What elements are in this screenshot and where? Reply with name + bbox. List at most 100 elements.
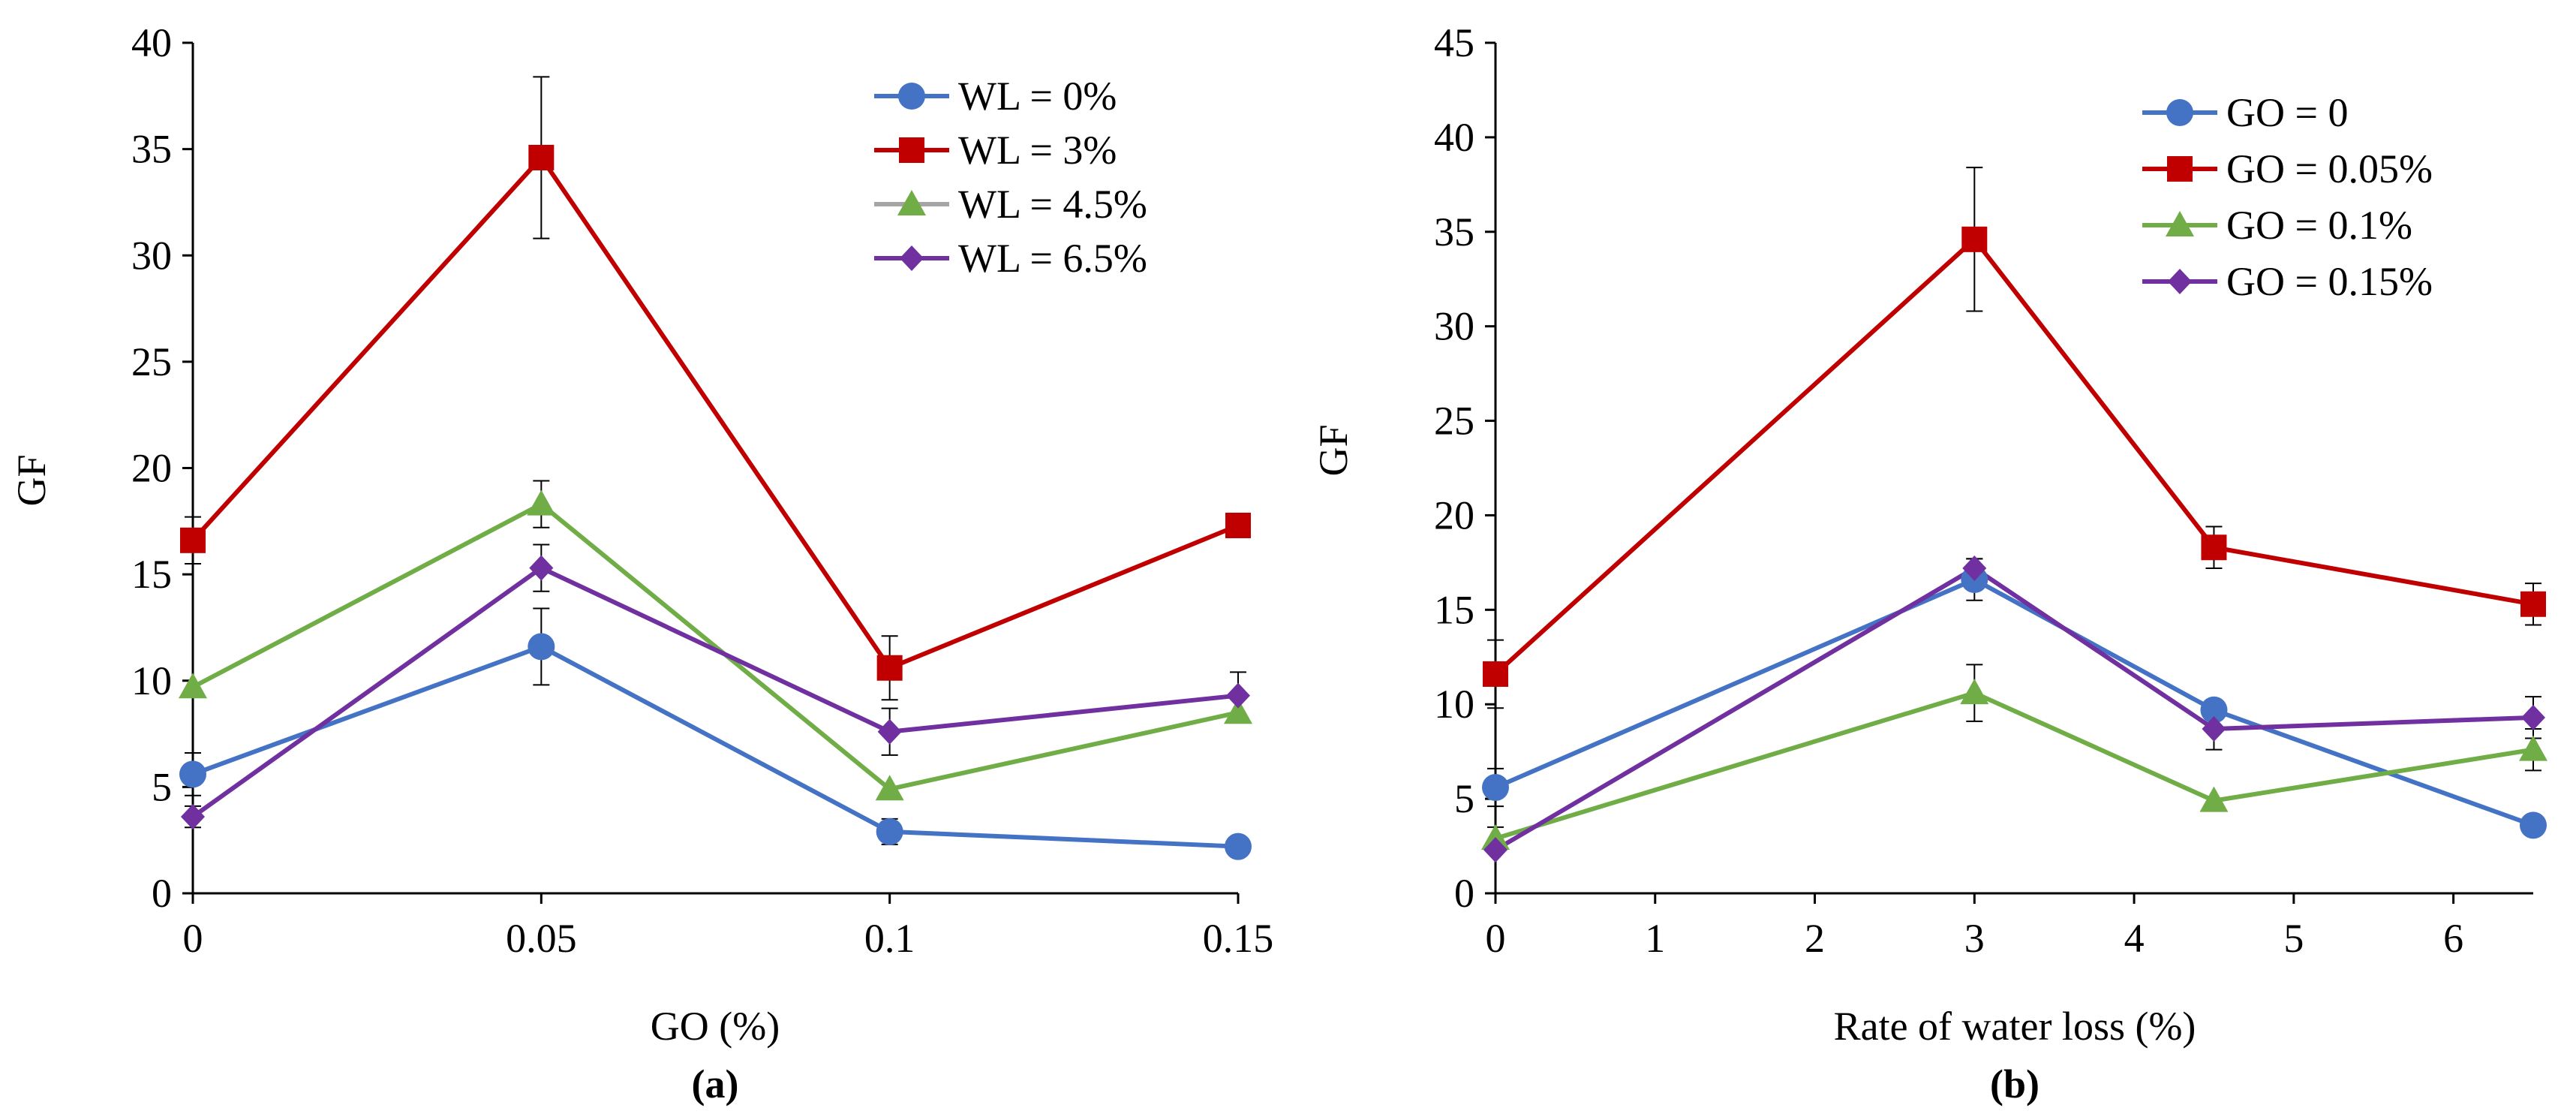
chart-b-x-tick-label: 2 <box>1805 916 1825 961</box>
chart-a-legend-marker <box>897 190 926 215</box>
chart-b-series-2-point <box>2520 591 2546 617</box>
chart-a-series-line-2 <box>191 155 1240 670</box>
chart-b-legend-label: GO = 0.1% <box>2226 203 2412 248</box>
chart-b-legend-label: GO = 0 <box>2226 90 2348 135</box>
chart-b-legend-label: GO = 0.05% <box>2226 146 2433 191</box>
chart-b-x-tick-label: 3 <box>1964 916 1985 961</box>
chart-b-y-tick-label: 30 <box>1434 304 1474 349</box>
chart-b-series-3-point <box>2199 786 2229 812</box>
chart-a-x-tick-label: 0 <box>183 916 203 961</box>
chart-a-series-3-point <box>1224 698 1252 724</box>
chart-a-series-2-point <box>876 655 903 681</box>
chart-b-x-tick-label: 1 <box>1645 916 1665 961</box>
chart-a-legend-marker <box>898 83 925 110</box>
chart-a-series-1-point <box>1225 832 1252 860</box>
chart-a-series-3-point <box>179 673 207 699</box>
chart-a-legend-marker <box>900 245 924 271</box>
chart-a-x-axis-label: GO (%) <box>651 1004 780 1049</box>
chart-b-series-4-point <box>1962 555 1987 581</box>
chart-a-series-2-point <box>528 144 555 170</box>
chart-a-x-tick-label: 0.15 <box>1203 916 1274 961</box>
chart-a-series-line-1 <box>191 644 1239 849</box>
chart-a-y-axis-label: GF <box>9 454 54 506</box>
chart-b-y-tick-label: 5 <box>1454 776 1474 821</box>
chart-a-legend-item: WL = 6.5% <box>874 236 1147 281</box>
chart-b-series-line-4 <box>1494 565 2534 852</box>
chart-a-series-1-point <box>179 760 206 788</box>
chart-b-legend-item: GO = 0.1% <box>2142 203 2412 248</box>
chart-a-legend-label: WL = 4.5% <box>958 182 1147 227</box>
chart-b-legend-item: GO = 0.05% <box>2142 146 2433 191</box>
chart-b-y-tick-label: 35 <box>1434 209 1474 254</box>
chart-a-x-tick-label: 0.1 <box>864 916 915 961</box>
chart-b-series-line-1 <box>1494 577 2535 828</box>
chart-a-series-4-point <box>181 804 205 830</box>
chart-a-legend-item: WL = 4.5% <box>874 182 1147 227</box>
chart-b-series-3-point <box>1960 679 1989 705</box>
chart-a-y-tick-label: 10 <box>131 658 172 703</box>
chart-b-series-4-point <box>1483 837 1507 863</box>
chart-b-x-tick-label: 0 <box>1486 916 1506 961</box>
chart-b-series-line-3 <box>1495 691 2534 841</box>
chart-a-y-tick-label: 30 <box>131 233 172 278</box>
chart-b-x-axis-label: Rate of water loss (%) <box>1834 1004 2196 1049</box>
chart-b-series-4-point <box>2202 715 2226 742</box>
chart-a-series-2-point <box>180 527 206 553</box>
chart-a-y-tick-label: 5 <box>152 764 172 809</box>
chart-a-series-line-4 <box>191 565 1239 819</box>
chart-a-y-tick-label: 0 <box>152 871 172 916</box>
chart-a-series-line-3 <box>191 501 1239 792</box>
chart-a-legend-label: WL = 3% <box>958 128 1117 173</box>
chart-b-series-4-point <box>2521 704 2545 730</box>
chart-b-legend-item: GO = 0.15% <box>2142 259 2433 304</box>
chart-b-legend-marker <box>2167 156 2193 182</box>
chart-a-y-tick-label: 15 <box>131 552 172 597</box>
chart-b-series-line-2 <box>1493 236 2534 676</box>
chart-b-y-tick-label: 25 <box>1434 399 1474 444</box>
chart-b-panel-label: (b) <box>1990 1061 2039 1106</box>
chart-b-series-1-point <box>1482 774 1509 802</box>
chart-b-series-2-point <box>1961 226 1988 252</box>
chart-a-series-1-point <box>528 633 555 661</box>
chart-a-y-tick-label: 35 <box>131 127 172 172</box>
chart-b-y-tick-label: 0 <box>1454 871 1474 916</box>
chart-a-legend-label: WL = 0% <box>958 74 1117 119</box>
chart-a-series-4-point <box>529 555 554 581</box>
chart-a-x-tick-label: 0.05 <box>506 916 577 961</box>
chart-a-legend-item: WL = 3% <box>874 128 1117 173</box>
chart-b-series-3-point <box>2519 735 2547 761</box>
chart-b-series-1-point <box>2200 696 2228 724</box>
chart-a-series-2-point <box>1225 512 1251 538</box>
chart-b-y-tick-label: 10 <box>1434 682 1474 727</box>
chart-b-legend: GO = 0 GO = 0.05% GO = 0.1% GO = 0.15% <box>2142 90 2433 304</box>
chart-b-y-tick-label: 20 <box>1434 492 1474 537</box>
chart-a-legend: WL = 0% WL = 3% WL = 4.5% WL = 6.5% <box>874 74 1147 281</box>
chart-a-legend-marker <box>899 137 924 163</box>
chart-a-series-1-point <box>876 817 903 845</box>
chart-b-x-tick-label: 6 <box>2443 916 2463 961</box>
chart-b-y-tick-label: 45 <box>1434 20 1474 65</box>
chart-a-y-tick-label: 20 <box>131 446 172 491</box>
chart-a-y-tick-label: 40 <box>131 20 172 65</box>
chart-b-series-2-point <box>1483 661 1508 687</box>
chart-a-legend-label: WL = 6.5% <box>958 236 1147 281</box>
chart-a-panel-label: (a) <box>692 1061 739 1106</box>
chart-b-y-tick-label: 40 <box>1434 115 1474 160</box>
chart-b-x-tick-label: 4 <box>2124 916 2145 961</box>
chart-a-legend-item: WL = 0% <box>874 74 1117 119</box>
chart-b-series-1-point <box>2520 811 2547 839</box>
chart-b-x-tick-label: 5 <box>2283 916 2304 961</box>
chart-b-series-2-point <box>2201 534 2227 561</box>
chart-a-y-tick-label: 25 <box>131 339 172 384</box>
chart-b-legend-item: GO = 0 <box>2142 90 2348 135</box>
chart-a-series-3-point <box>527 489 556 516</box>
chart-b-legend-marker <box>2168 269 2192 294</box>
chart-b-y-axis-label: GF <box>1311 424 1356 476</box>
chart-b-legend-label: GO = 0.15% <box>2226 259 2433 304</box>
chart-a-series-4-point <box>1226 682 1250 709</box>
chart-a-series-4-point <box>877 718 902 745</box>
